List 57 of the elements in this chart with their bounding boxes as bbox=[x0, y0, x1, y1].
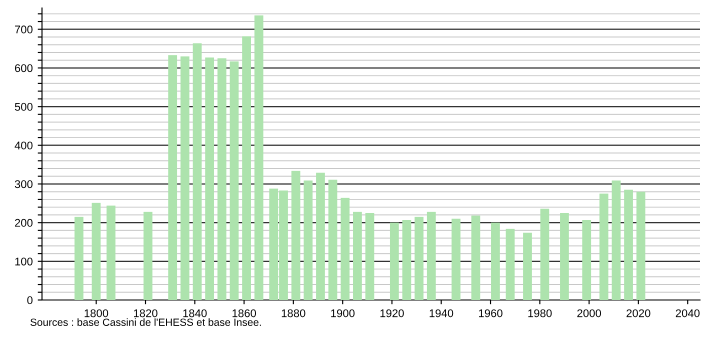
bar bbox=[353, 212, 362, 300]
x-tick-label: 1980 bbox=[528, 309, 552, 318]
bar bbox=[304, 180, 313, 300]
bar bbox=[426, 212, 436, 300]
bar bbox=[144, 212, 152, 300]
bar bbox=[402, 220, 412, 300]
bar bbox=[452, 218, 460, 300]
y-tick-label: 100 bbox=[15, 258, 33, 266]
bar bbox=[217, 58, 226, 300]
bar bbox=[636, 192, 646, 300]
bar bbox=[291, 170, 300, 300]
y-tick-label: 300 bbox=[14, 180, 33, 188]
bar bbox=[365, 212, 374, 300]
bar bbox=[523, 232, 532, 300]
bar bbox=[540, 208, 550, 300]
x-tick-label: 1940 bbox=[430, 309, 454, 318]
bar bbox=[168, 55, 178, 300]
y-tick-label: 200 bbox=[14, 218, 33, 227]
bar bbox=[599, 194, 608, 300]
bar bbox=[230, 61, 239, 300]
bar bbox=[242, 36, 251, 300]
bar bbox=[491, 222, 500, 300]
source-note: Sources : base Cassini de l'EHESS et base Insee. bbox=[30, 318, 261, 326]
x-tick-label: 1860 bbox=[232, 309, 256, 318]
bar bbox=[414, 216, 424, 300]
y-tick-label: 600 bbox=[15, 64, 33, 72]
x-tick-label: 2000 bbox=[577, 309, 602, 318]
x-tick-label: 1900 bbox=[331, 309, 355, 318]
bar bbox=[316, 172, 325, 300]
bar bbox=[471, 216, 480, 300]
y-tick-label: 700 bbox=[15, 26, 33, 34]
y-tick-label: 400 bbox=[14, 142, 33, 150]
bar bbox=[560, 212, 569, 300]
bar bbox=[106, 206, 116, 300]
bar bbox=[192, 43, 202, 300]
bar bbox=[340, 198, 350, 300]
y-tick-label: 0 bbox=[27, 296, 33, 304]
bar bbox=[624, 190, 633, 300]
x-tick-label: 2040 bbox=[676, 309, 700, 318]
x-tick-label: 1920 bbox=[380, 309, 404, 318]
x-tick-label: 1820 bbox=[134, 309, 158, 318]
bar bbox=[92, 202, 101, 300]
bar bbox=[390, 222, 399, 300]
bar bbox=[612, 180, 621, 300]
bar bbox=[180, 56, 190, 300]
x-tick-label: 1880 bbox=[282, 309, 306, 318]
x-tick-label: 2020 bbox=[626, 309, 650, 318]
bar bbox=[254, 15, 264, 300]
bar bbox=[582, 220, 592, 300]
x-tick-label: 1960 bbox=[479, 309, 502, 318]
bar bbox=[506, 228, 515, 300]
bar bbox=[205, 58, 214, 300]
x-tick-label: 1840 bbox=[183, 309, 207, 318]
y-tick-label: 500 bbox=[14, 102, 33, 111]
bar bbox=[74, 216, 84, 300]
bar bbox=[328, 180, 338, 300]
x-tick-label: 1800 bbox=[84, 309, 108, 318]
